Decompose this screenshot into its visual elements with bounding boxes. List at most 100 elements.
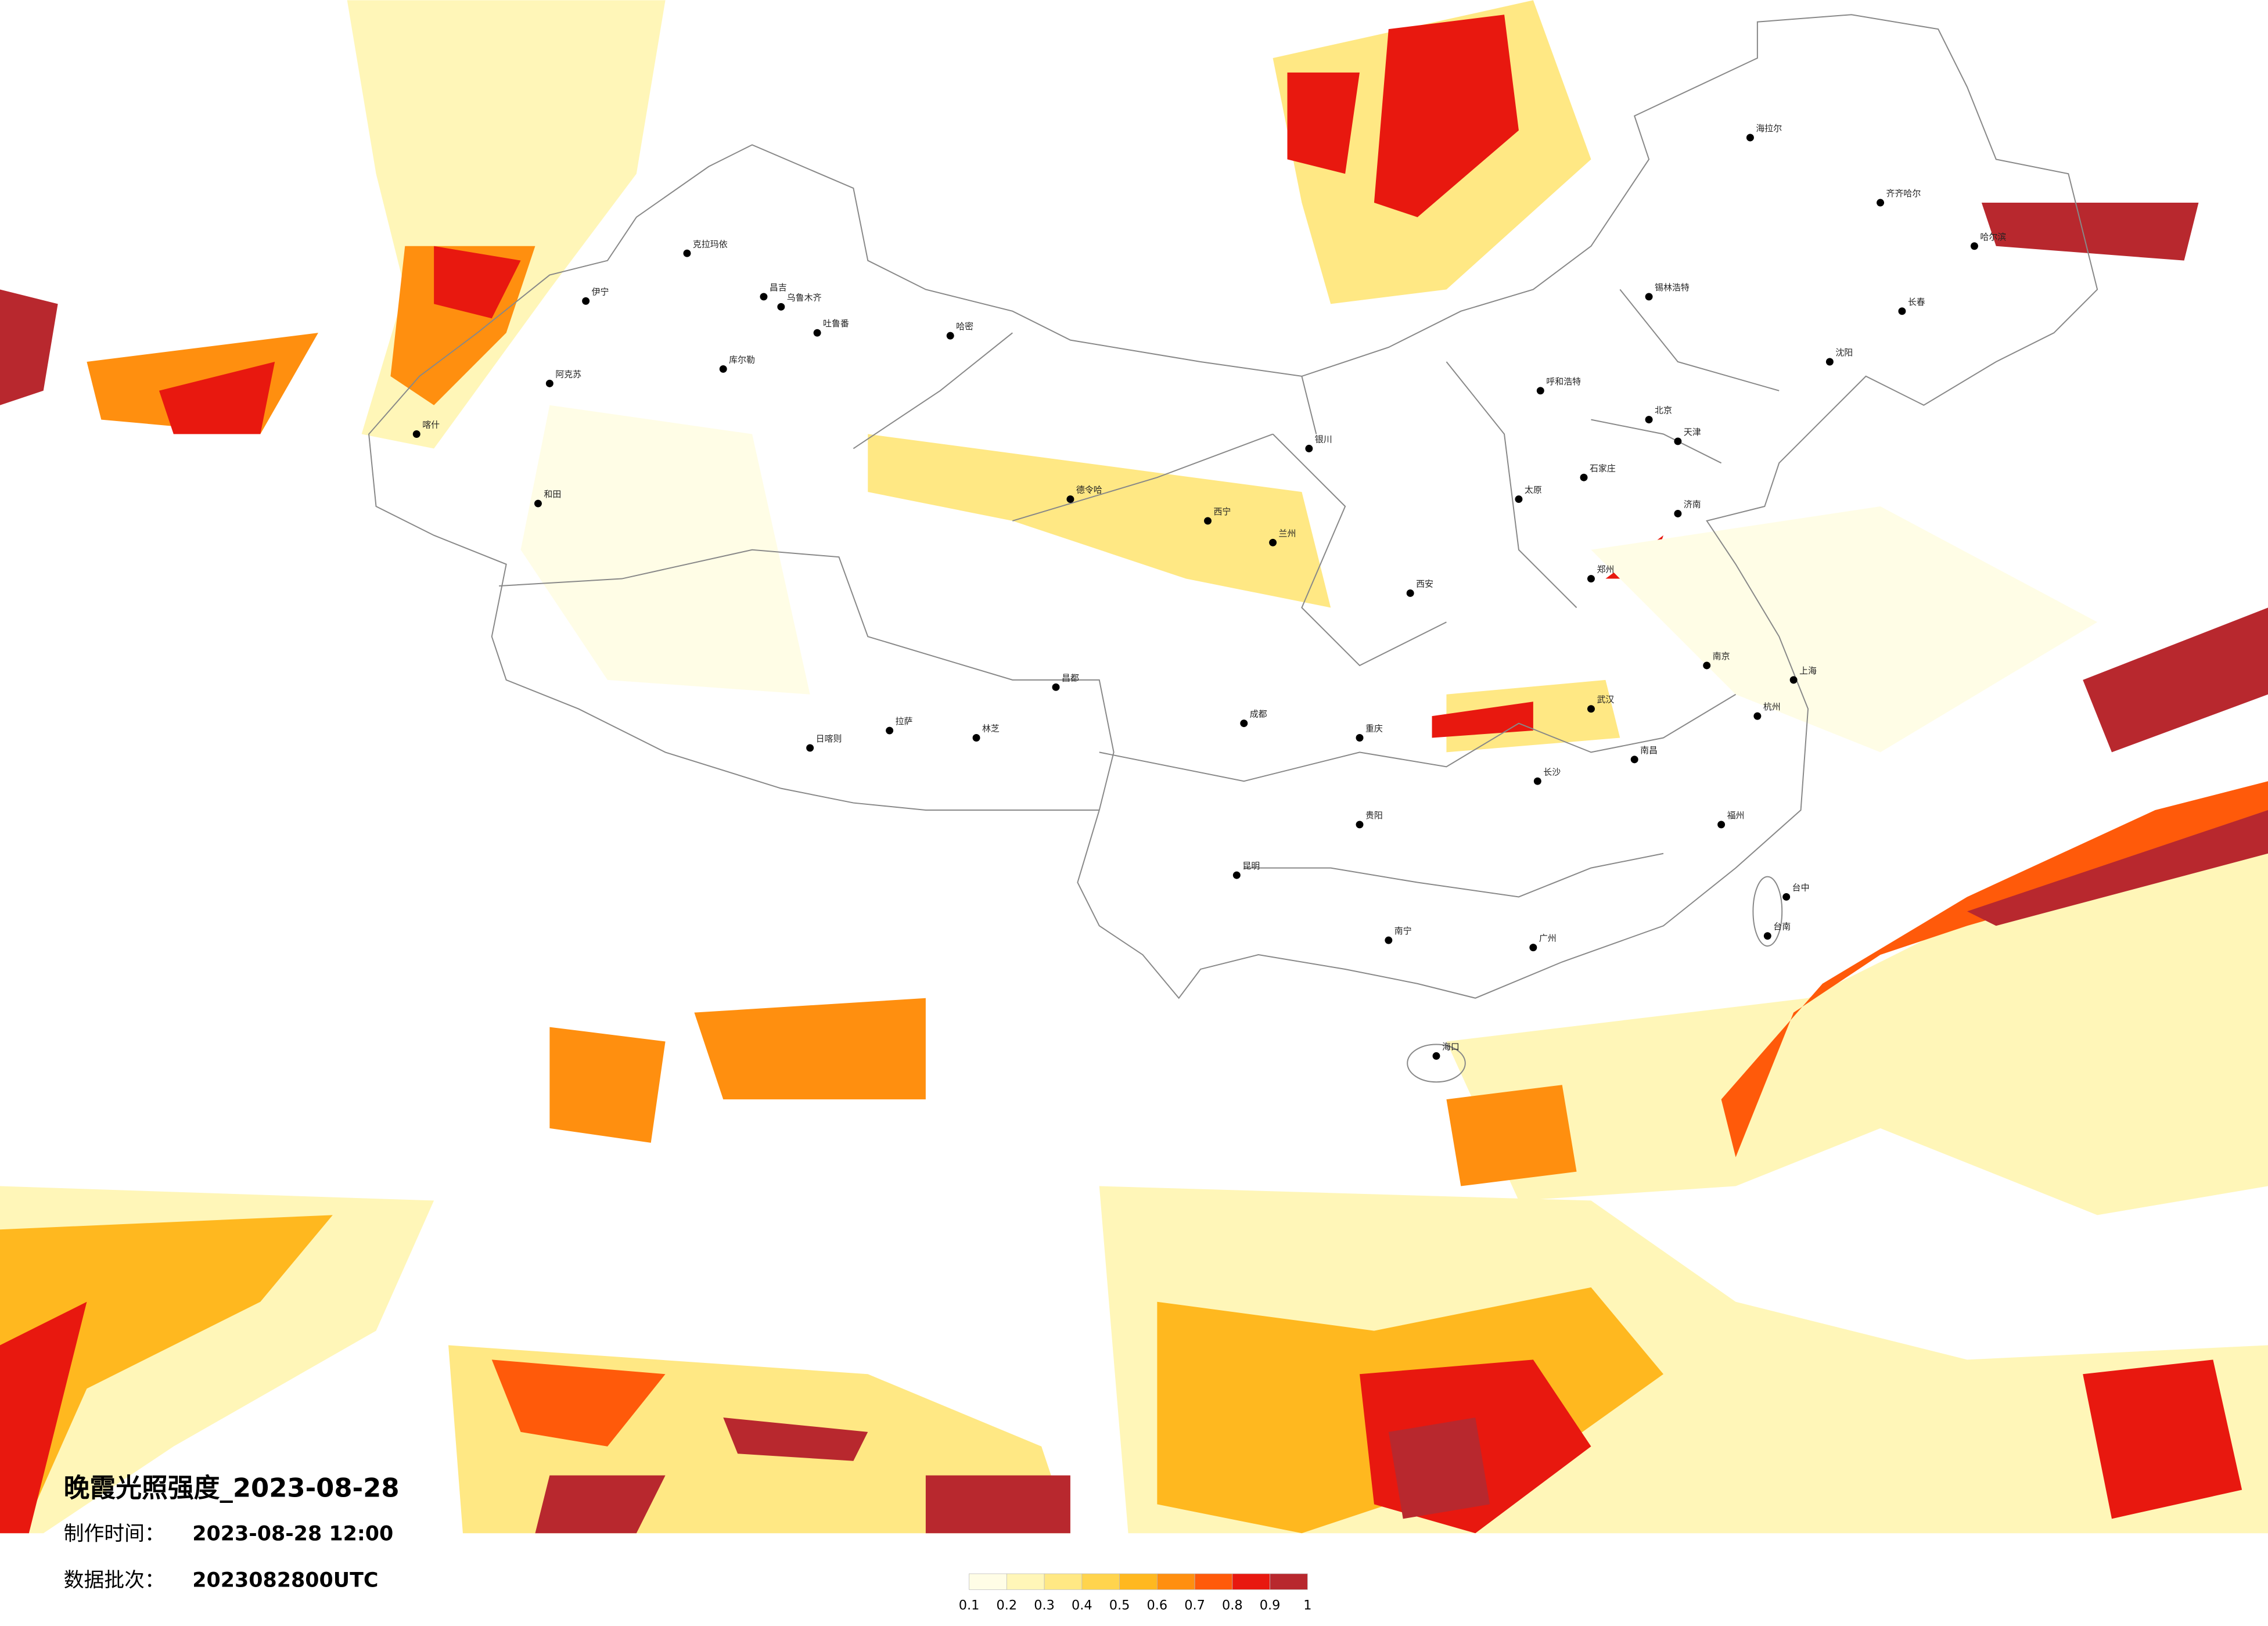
city-dot [1052, 683, 1060, 691]
city-dot [1536, 387, 1544, 395]
city-dot [545, 379, 553, 387]
field [347, 0, 666, 449]
city-label: 伊宁 [592, 286, 609, 297]
city-label: 沈阳 [1835, 347, 1853, 358]
city-label: 长沙 [1543, 767, 1561, 777]
field [491, 1359, 666, 1447]
city-label: 林芝 [982, 724, 1000, 734]
city-dot [1232, 871, 1241, 879]
legend-tick: 0.4 [1072, 1598, 1092, 1613]
city-dot [1970, 242, 1978, 250]
city-label: 长春 [1908, 297, 1925, 307]
city-dot [1630, 756, 1638, 764]
city-dot [806, 744, 814, 752]
city-dot [1305, 444, 1313, 452]
city-dot [1717, 821, 1726, 829]
legend-tick: 0.6 [1147, 1598, 1168, 1613]
legend-tick: 0.8 [1222, 1598, 1243, 1613]
field [159, 246, 521, 434]
legend-swatch [969, 1573, 1007, 1590]
legend-swatch [1156, 1573, 1195, 1590]
legend-swatch [1081, 1573, 1120, 1590]
city-label: 贵阳 [1365, 810, 1383, 821]
city-dot [1587, 705, 1595, 713]
legend-tick: 0.2 [997, 1598, 1018, 1613]
field [868, 434, 1620, 753]
city-dot [1587, 575, 1595, 583]
city-dot [1533, 777, 1541, 785]
city-label: 成都 [1250, 709, 1267, 720]
city-label: 阿克苏 [555, 369, 581, 379]
city-dot [1746, 134, 1754, 142]
legend: 0.1 0.2 0.3 0.4 0.5 0.6 0.7 0.8 0.9 1 [959, 1573, 1311, 1613]
island-border [1752, 876, 1783, 947]
city-label: 齐齐哈尔 [1886, 188, 1921, 199]
made-value: 2023-08-28 12:00 [192, 1523, 393, 1546]
field [549, 998, 1577, 1186]
field [535, 1418, 1070, 1534]
field [1388, 1418, 1490, 1519]
city-dot [813, 329, 821, 337]
city-label: 台中 [1792, 883, 1810, 893]
field [0, 1301, 87, 1534]
city-dot [777, 303, 785, 311]
city-label: 北京 [1655, 405, 1672, 416]
city-dot [582, 297, 590, 305]
city-label: 天津 [1684, 427, 1701, 437]
city-label: 乌鲁木齐 [787, 292, 822, 303]
city-dot [1240, 720, 1248, 728]
city-label: 昌吉 [770, 282, 787, 293]
legend-swatch [1232, 1573, 1270, 1590]
city-dot [534, 499, 542, 508]
legend-tick: 0.1 [959, 1598, 980, 1613]
city-label: 西宁 [1213, 506, 1231, 517]
city-label: 石家庄 [1590, 463, 1616, 473]
city-dot [1674, 510, 1682, 517]
title: 晚霞光照强度_2023-08-28 [64, 1473, 400, 1503]
city-label: 日喀则 [816, 733, 842, 744]
city-label: 和田 [544, 489, 561, 499]
boundaries [368, 14, 2098, 1083]
city-label: 银川 [1315, 434, 1332, 444]
legend-tick: 1 [1303, 1598, 1311, 1613]
field [1360, 1359, 2242, 1534]
city-dot [1529, 944, 1537, 952]
city-label: 昌都 [1062, 672, 1079, 683]
legend-tick: 0.5 [1109, 1598, 1130, 1613]
city-label: 拉萨 [896, 716, 913, 726]
city-dot [1269, 538, 1277, 546]
city-dot [946, 332, 954, 340]
city-dot [972, 734, 980, 742]
country-border [368, 14, 2098, 999]
city-dot [1204, 517, 1212, 525]
city-dot [886, 726, 894, 735]
city-label: 库尔勒 [729, 354, 755, 365]
city-label: 重庆 [1365, 724, 1383, 734]
field [1981, 203, 2199, 261]
city-label: 郑州 [1597, 564, 1614, 575]
batch-label: 数据批次： [64, 1569, 165, 1592]
city-label: 吐鲁番 [823, 318, 849, 329]
city-dot [1763, 932, 1771, 940]
city-label: 济南 [1684, 499, 1701, 510]
city-dot [1066, 495, 1074, 503]
city-dot [1385, 936, 1393, 944]
city-dot [760, 293, 768, 301]
city-dot [1515, 495, 1523, 503]
legend-tick: 0.9 [1260, 1598, 1281, 1613]
city-label: 昆明 [1242, 861, 1260, 871]
legend-tick: 0.7 [1184, 1598, 1205, 1613]
city-label: 台南 [1773, 922, 1791, 932]
city-label: 南京 [1713, 651, 1730, 661]
city-dot [719, 365, 727, 373]
city-dot [1898, 307, 1906, 315]
province-border [499, 289, 1780, 898]
city-label: 呼和浩特 [1546, 376, 1581, 387]
city-dot [1645, 416, 1653, 424]
city-label: 兰州 [1279, 528, 1296, 538]
city-label: 武汉 [1597, 695, 1614, 705]
city-label: 哈密 [956, 321, 973, 332]
island-border [1407, 1044, 1466, 1083]
legend-swatch [1119, 1573, 1158, 1590]
